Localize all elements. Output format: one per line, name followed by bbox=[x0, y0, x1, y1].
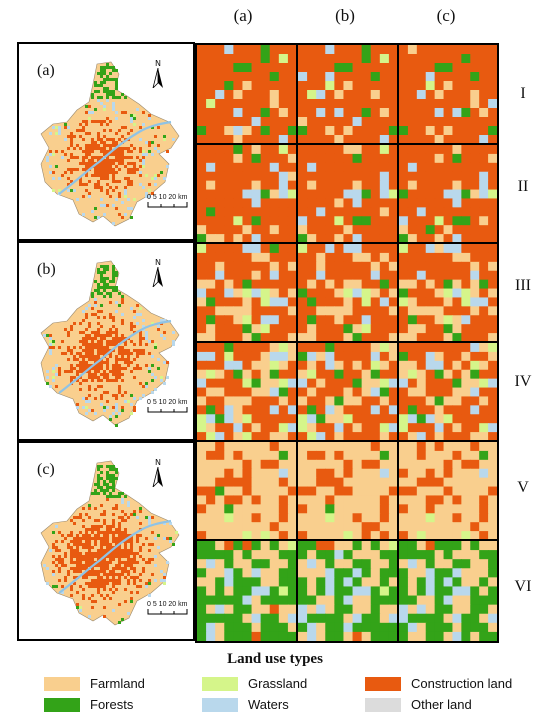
scale-text: 0 5 10 20 km bbox=[147, 194, 188, 201]
legend-swatch bbox=[365, 677, 401, 691]
land-use-grid-cell bbox=[195, 341, 299, 443]
city-map bbox=[40, 260, 180, 427]
land-use-grid-cell bbox=[195, 539, 299, 643]
column-label-a: (a) bbox=[233, 6, 253, 25]
city-map bbox=[40, 61, 180, 227]
legend-label: Waters bbox=[248, 697, 289, 712]
legend-label: Grassland bbox=[248, 676, 308, 691]
land-use-grid-cell bbox=[296, 539, 400, 643]
legend-label: Other land bbox=[411, 697, 472, 712]
column-label-b: (b) bbox=[335, 6, 355, 25]
scale-bar: 0 5 10 20 km bbox=[147, 399, 189, 416]
map-label: (b) bbox=[37, 261, 56, 278]
land-use-grid-cell bbox=[195, 43, 299, 146]
north-arrow-icon: N bbox=[151, 459, 165, 491]
north-arrow-icon: N bbox=[151, 60, 165, 92]
legend-swatch bbox=[202, 677, 238, 691]
land-use-grid-cell bbox=[296, 440, 400, 542]
map-label: (c) bbox=[37, 461, 55, 478]
legend-swatch bbox=[365, 698, 401, 712]
map-panel-c: (c) N 0 5 10 20 km bbox=[17, 441, 195, 641]
land-use-grid-cell bbox=[397, 143, 499, 245]
city-map bbox=[40, 460, 180, 626]
land-use-grid-cell bbox=[195, 143, 299, 245]
legend-swatch bbox=[44, 677, 80, 691]
land-use-grid-cell bbox=[397, 341, 499, 443]
land-use-grid-cell bbox=[296, 43, 400, 146]
row-label-6: VI bbox=[514, 578, 532, 595]
north-arrow-icon: N bbox=[151, 259, 165, 291]
land-use-grid-cell bbox=[296, 341, 400, 443]
row-label-2: II bbox=[517, 178, 529, 195]
scale-text: 0 5 10 20 km bbox=[147, 601, 188, 608]
north-label: N bbox=[155, 258, 161, 267]
map-panel-b: (b) N 0 5 10 20 km bbox=[17, 241, 195, 441]
north-label: N bbox=[155, 458, 161, 467]
north-label: N bbox=[155, 59, 161, 68]
land-use-grid-cell bbox=[397, 43, 499, 146]
legend-swatch bbox=[202, 698, 238, 712]
scale-bar: 0 5 10 20 km bbox=[147, 194, 189, 211]
land-use-grid-cell bbox=[397, 539, 499, 643]
row-label-1: I bbox=[520, 85, 526, 102]
column-label-c: (c) bbox=[436, 6, 456, 25]
land-use-grid-cell bbox=[296, 242, 400, 344]
legend-title: Land use types bbox=[227, 651, 323, 667]
scale-text: 0 5 10 20 km bbox=[147, 399, 188, 406]
legend-label: Construction land bbox=[411, 676, 513, 691]
legend-label: Farmland bbox=[90, 676, 145, 691]
row-label-3: III bbox=[515, 277, 531, 294]
legend-label: Forests bbox=[90, 697, 134, 712]
land-use-grid-cell bbox=[397, 242, 499, 344]
row-label-4: IV bbox=[514, 373, 532, 390]
land-use-grid-cell bbox=[195, 440, 299, 542]
land-use-grid-cell bbox=[195, 242, 299, 344]
legend-swatch bbox=[44, 698, 80, 712]
land-use-grid-cell bbox=[296, 143, 400, 245]
map-panel-a: (a) N 0 5 10 20 km bbox=[17, 42, 195, 241]
map-label: (a) bbox=[37, 62, 55, 79]
scale-bar: 0 5 10 20 km bbox=[147, 601, 189, 618]
row-label-5: V bbox=[517, 479, 529, 496]
land-use-grid-cell bbox=[397, 440, 499, 542]
